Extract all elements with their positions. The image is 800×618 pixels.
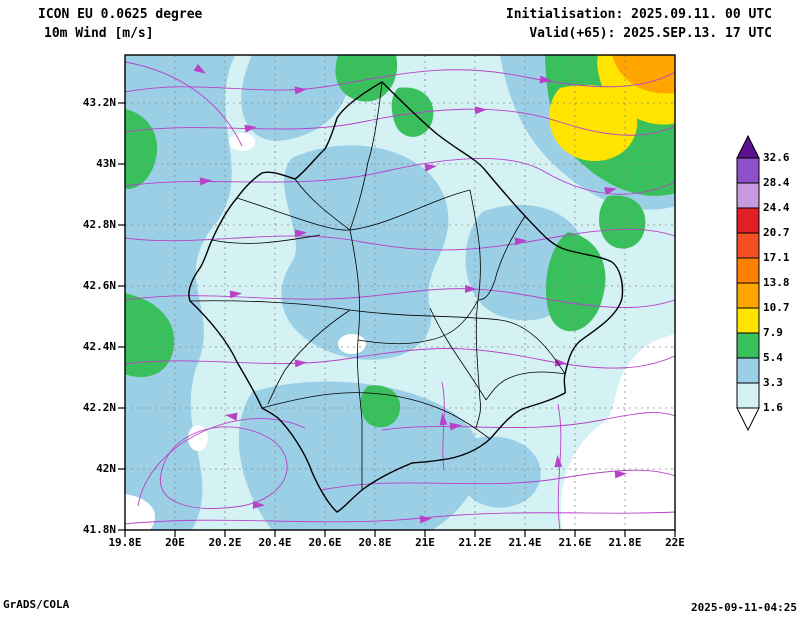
kosovo-boundaries-shape	[477, 215, 526, 301]
x-tick-label: 21.4E	[508, 536, 542, 549]
filled-contours-shape	[612, 55, 675, 94]
legend-level-label: 13.8	[763, 276, 790, 289]
filled-contours-shape	[125, 494, 156, 530]
x-tick-label: 20.8E	[358, 536, 392, 549]
generation-timestamp: 2025-09-11-04:25	[691, 601, 797, 614]
filled-contours-shape	[360, 385, 401, 428]
y-tick-label: 42.4N	[82, 340, 116, 353]
wind-speed-colorbar-shape	[736, 282, 760, 309]
kosovo-boundaries-shape	[349, 81, 383, 231]
wind-streamlines-shape	[125, 108, 675, 136]
kosovo-boundaries-shape	[294, 178, 351, 231]
wind-speed-colorbar	[736, 134, 760, 432]
y-axis-labels: 43.2N 43N 42.8N 42.6N 42.4N 42.2N 42N 41.8N	[0, 0, 116, 618]
filled-contours-shape	[241, 55, 351, 141]
wind-streamlines-shape	[321, 469, 675, 491]
kosovo-boundaries-shape	[469, 189, 481, 429]
legend-level-label: 28.4	[763, 176, 790, 189]
kosovo-outline	[188, 81, 624, 513]
kosovo-boundaries-shape	[267, 309, 351, 405]
filled-contours	[125, 55, 675, 530]
filled-contours-shape	[338, 334, 366, 354]
x-tick-label: 21.6E	[558, 536, 592, 549]
kosovo-boundaries-shape	[211, 234, 321, 244]
colorbar-bottom-arrow	[736, 407, 760, 432]
x-tick-label: 21.8E	[608, 536, 642, 549]
filled-contours-shape	[599, 195, 646, 249]
legend-level-label: 10.7	[763, 301, 790, 314]
wind-streamlines-shape	[125, 61, 243, 147]
legend-level-label: 3.3	[763, 376, 783, 389]
legend-level-label: 7.9	[763, 326, 783, 339]
legend-level-label: 17.1	[763, 251, 790, 264]
init-time: Initialisation: 2025.09.11. 00 UTC	[505, 7, 772, 22]
wind-streamlines-shape	[441, 381, 445, 471]
kosovo-boundaries	[188, 81, 624, 513]
legend-level-label: 32.6	[763, 151, 790, 164]
wind-streamlines-shape	[125, 228, 675, 251]
filled-contours-shape	[229, 133, 255, 151]
y-tick-label: 43.2N	[82, 96, 116, 109]
x-axis-labels: 19.8E 20E 20.2E 20.4E 20.6E 20.8E 21E 21.2E 21.4…	[0, 536, 800, 550]
valid-time: Valid(+65): 2025.SEP.13. 17 UTC	[529, 26, 772, 41]
model-title: ICON EU 0.0625 degree	[38, 7, 203, 22]
legend-level-label: 20.7	[763, 226, 790, 239]
wind-speed-colorbar-shape	[736, 232, 760, 259]
x-tick-label: 21E	[415, 536, 435, 549]
x-tick-label: 20E	[165, 536, 185, 549]
wind-speed-colorbar-shape	[736, 307, 760, 334]
graticule-gridlines	[125, 55, 675, 530]
kosovo-boundaries-shape	[429, 307, 487, 401]
axis-ticks	[118, 102, 676, 537]
kosovo-boundaries-shape	[485, 371, 566, 401]
legend-level-label: 24.4	[763, 201, 790, 214]
wind-speed-colorbar-shape	[736, 207, 760, 234]
x-tick-label: 21.2E	[458, 536, 492, 549]
y-tick-label: 42.6N	[82, 279, 116, 292]
wind-streamlines-shape	[125, 348, 675, 369]
filled-contours-shape	[125, 293, 175, 378]
y-tick-label: 42.2N	[82, 401, 116, 414]
y-tick-label: 43N	[96, 157, 116, 170]
wind-streamlines-shape	[159, 426, 288, 509]
x-tick-label: 20.2E	[208, 536, 242, 549]
x-tick-label: 20.6E	[308, 536, 342, 549]
wind-speed-colorbar-shape	[736, 157, 760, 184]
y-tick-label: 42.8N	[82, 218, 116, 231]
wind-streamlines-shape	[381, 412, 675, 431]
plot-frame	[124, 54, 676, 531]
kosovo-boundaries-shape	[261, 392, 491, 440]
kosovo-boundaries-shape	[357, 299, 479, 345]
y-tick-label: 41.8N	[82, 523, 116, 536]
filled-contours-shape	[545, 232, 606, 332]
wind-speed-colorbar-shape	[736, 332, 760, 359]
filled-contours-shape	[560, 334, 675, 530]
field-title: 10m Wind [m/s]	[44, 26, 154, 41]
legend-labels: 32.6 28.4 24.4 20.7 17.1 13.8 10.7 7.9 5.4 3.3 1.6	[763, 0, 800, 618]
y-tick-label: 42N	[96, 462, 116, 475]
grads-credit: GrADS/COLA	[3, 598, 70, 611]
colorbar-top-arrow	[736, 134, 760, 159]
kosovo-boundaries-shape	[189, 300, 566, 375]
filled-contours-shape	[125, 55, 235, 530]
x-tick-label: 20.4E	[258, 536, 292, 549]
wind-speed-colorbar-shape	[736, 382, 760, 409]
x-tick-label: 19.8E	[108, 536, 142, 549]
wind-speed-colorbar-shape	[736, 357, 760, 384]
filled-contours-shape	[458, 436, 541, 508]
legend-level-label: 1.6	[763, 401, 783, 414]
wind-speed-colorbar-shape	[736, 257, 760, 284]
filled-contours-shape	[238, 381, 481, 530]
wind-streamlines-shape	[125, 69, 675, 93]
filled-contours-shape	[335, 55, 398, 102]
kosovo-boundaries-shape	[349, 229, 363, 490]
wind-speed-colorbar-shape	[736, 182, 760, 209]
legend-level-label: 5.4	[763, 351, 783, 364]
filled-contours-shape	[549, 84, 638, 162]
x-tick-label: 22E	[665, 536, 685, 549]
